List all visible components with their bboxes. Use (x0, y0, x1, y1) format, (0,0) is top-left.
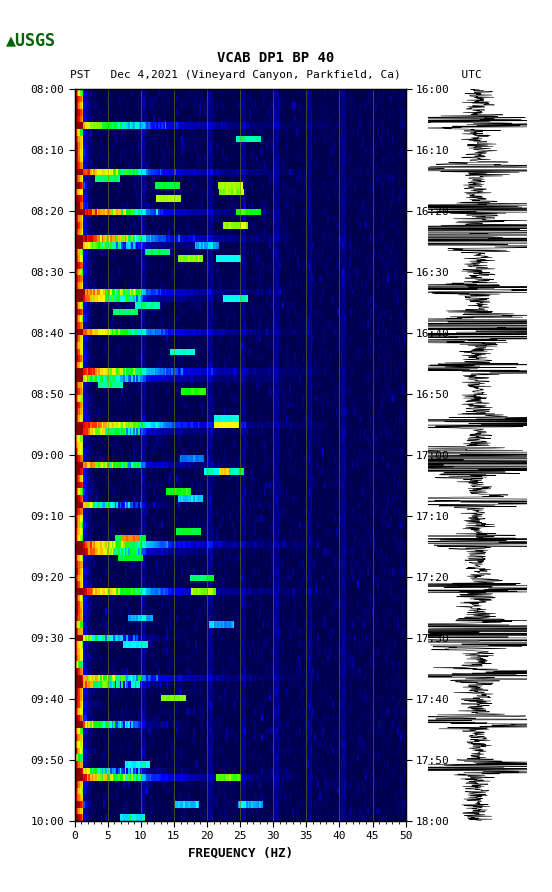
Text: VCAB DP1 BP 40: VCAB DP1 BP 40 (217, 51, 335, 65)
Text: PST   Dec 4,2021 (Vineyard Canyon, Parkfield, Ca)         UTC: PST Dec 4,2021 (Vineyard Canyon, Parkfie… (70, 70, 482, 80)
X-axis label: FREQUENCY (HZ): FREQUENCY (HZ) (188, 847, 293, 860)
Text: ▲USGS: ▲USGS (6, 31, 56, 49)
